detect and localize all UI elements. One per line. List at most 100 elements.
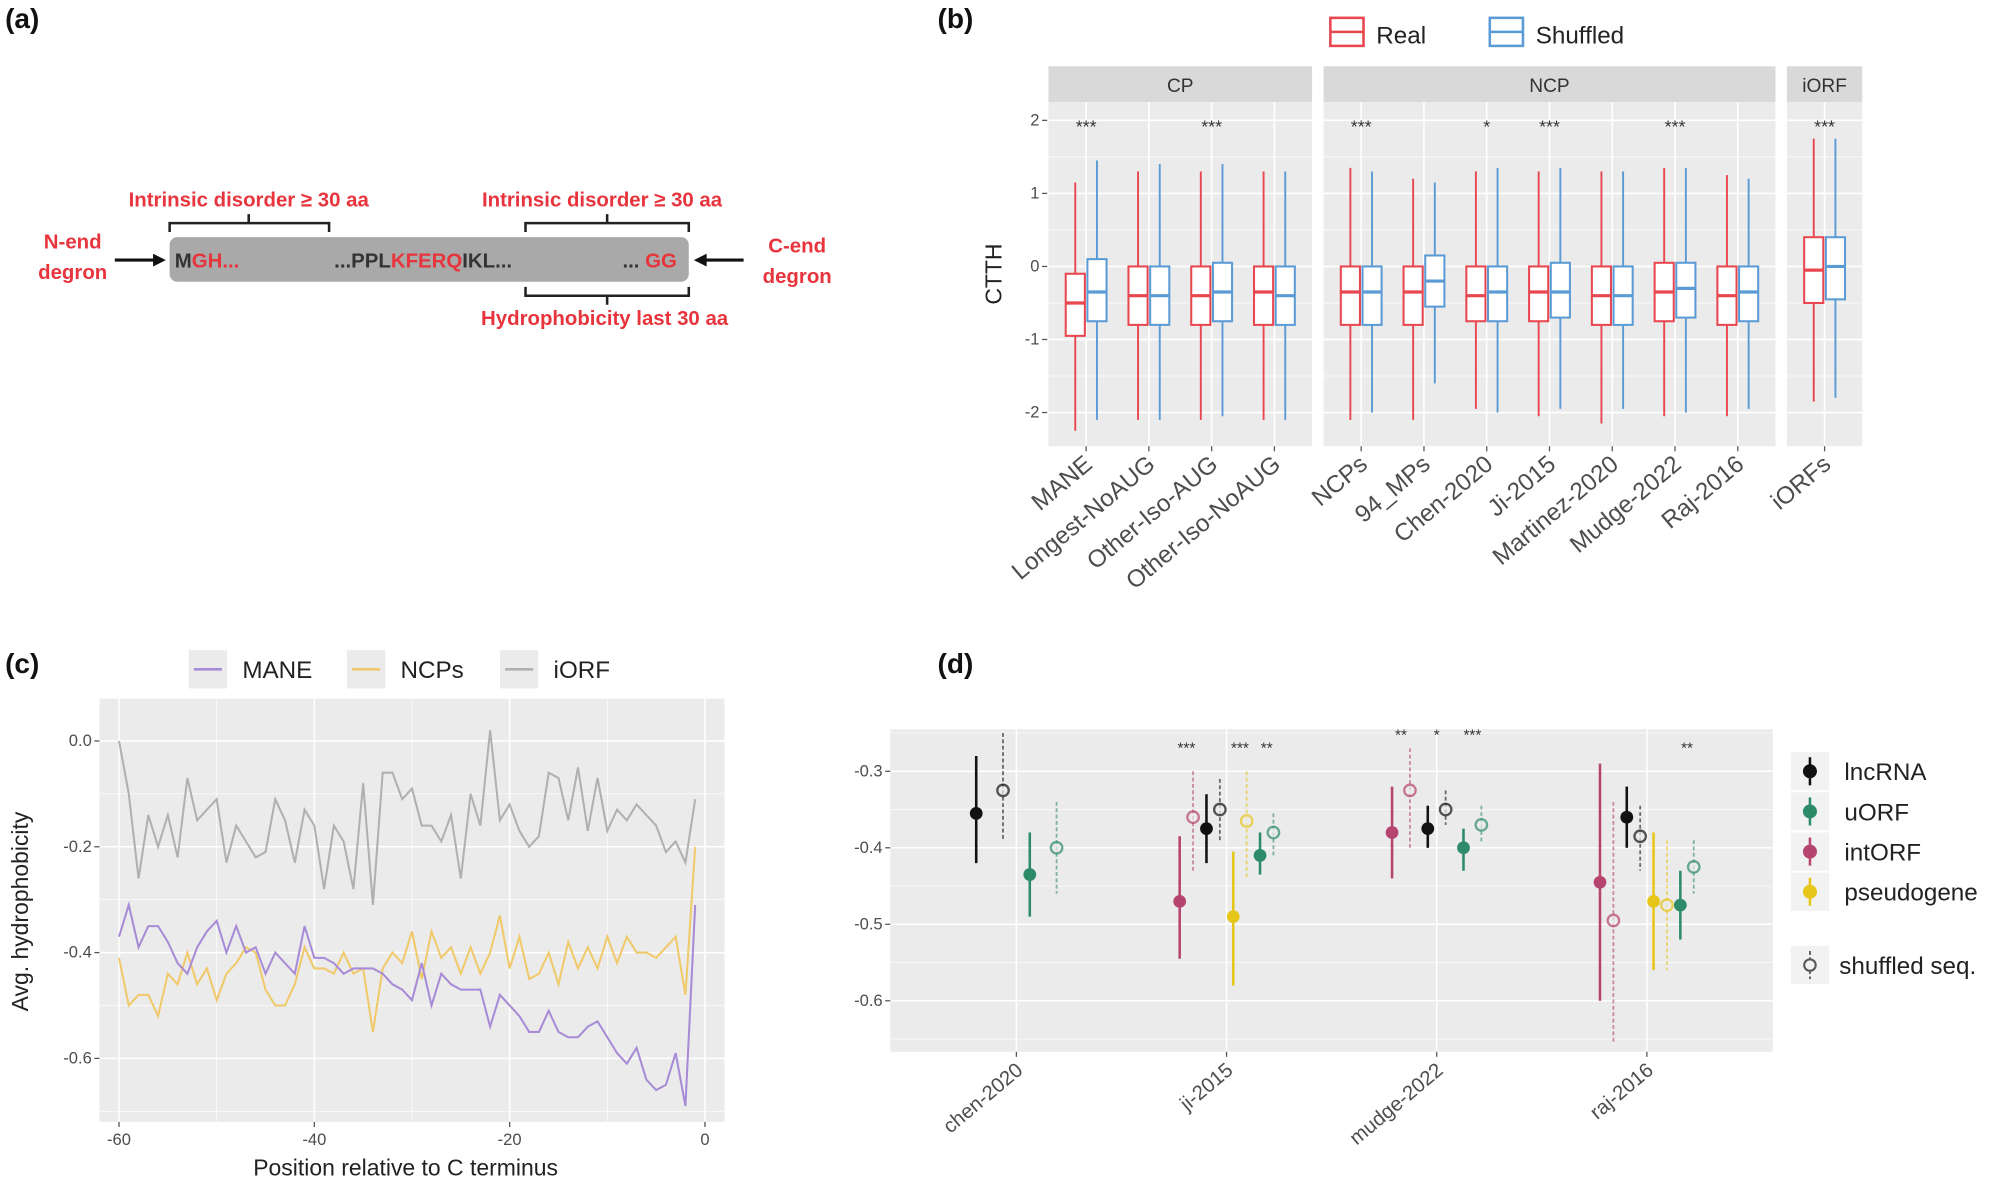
y-tick-label: -0.3 xyxy=(854,761,883,780)
x-tick-label: chen-2020 xyxy=(939,1059,1027,1138)
panel-label-a: (a) xyxy=(5,3,39,34)
point-intorf xyxy=(1173,894,1187,908)
point-pseudogene xyxy=(1226,910,1240,924)
x-tick-label: -60 xyxy=(107,1130,131,1149)
point-uorf xyxy=(1457,841,1470,855)
point-shuffled-uorf xyxy=(1686,860,1701,874)
facet-strip xyxy=(1323,66,1776,102)
point-shuffled-lncrna xyxy=(996,783,1010,798)
point-shuffled-lncrna xyxy=(1212,802,1227,817)
x-tick-label: ji-2015 xyxy=(1176,1059,1238,1116)
box-real xyxy=(1252,265,1275,326)
line-iorf xyxy=(118,730,697,906)
y-tick-label: -2 xyxy=(1025,403,1040,422)
point-lncrna xyxy=(1620,810,1634,824)
x-tick-label: mudge-2022 xyxy=(1346,1059,1448,1149)
point-lncrna xyxy=(1421,822,1435,836)
legend-label: uORF xyxy=(1844,799,1909,826)
significance-label: *** xyxy=(1076,117,1097,137)
point-shuffled-lncrna xyxy=(1438,802,1453,817)
point-pseudogene xyxy=(1647,894,1660,908)
panel-b-boxplot: Real ShuffledCTTH-2-1012CP***MANELongest-… xyxy=(980,16,1863,595)
box-shuffled xyxy=(1361,265,1383,326)
y-tick-label: -1 xyxy=(1025,330,1040,349)
c-end-label-1: C-end xyxy=(768,235,826,257)
x-tick-label: iORFs xyxy=(1766,451,1836,516)
box-shuffled xyxy=(1824,236,1847,301)
significance-label: ** xyxy=(1681,740,1693,757)
legend-label: MANE xyxy=(242,657,312,684)
box-real xyxy=(1465,265,1487,323)
significance-label: *** xyxy=(1539,117,1560,137)
label-top-right: Intrinsic disorder ≥ 30 aa xyxy=(482,190,723,212)
c-end-label-2: degron xyxy=(763,266,832,288)
legend-key-pseudogene xyxy=(1802,884,1817,899)
facet-strip-label: CP xyxy=(1167,76,1194,97)
significance-label: *** xyxy=(1814,117,1835,137)
point-shuffled-pseudogene xyxy=(1239,814,1254,828)
panel-label-b: (b) xyxy=(938,3,974,34)
box-real xyxy=(1528,265,1550,323)
legend-label: intORF xyxy=(1844,840,1921,867)
panel-label-c: (c) xyxy=(5,648,39,679)
n-end-label-1: N-end xyxy=(44,232,102,254)
y-tick-label: 2 xyxy=(1030,110,1039,129)
panel-c-lineplot: MANE NCPs iORF 0.0 -0.2 -0.4 -0.6 -60 -40 -20 0 Pos… xyxy=(7,650,725,1180)
n-end-label-2: degron xyxy=(38,262,107,284)
point-lncrna xyxy=(969,806,983,820)
y-tick-label: -0.5 xyxy=(854,914,883,933)
facet-strip-label: NCP xyxy=(1529,76,1569,97)
point-lncrna xyxy=(1200,822,1213,836)
x-tick-label: raj-2016 xyxy=(1586,1059,1657,1124)
significance-label: *** xyxy=(1201,117,1222,137)
box-shuffled xyxy=(1738,265,1760,323)
y-axis-title: Avg. hydrophobicity xyxy=(7,811,33,1011)
legend-key-intorf xyxy=(1802,844,1817,859)
legend-label: Shuffled xyxy=(1536,22,1624,49)
bracket-bottom-right xyxy=(524,286,691,305)
significance-label: ** xyxy=(1395,728,1407,745)
point-uorf xyxy=(1023,868,1037,881)
bracket-top-left xyxy=(168,214,331,233)
significance-label: *** xyxy=(1351,117,1372,137)
point-shuffled-pseudogene xyxy=(1660,898,1674,913)
legend-key-shuffled xyxy=(1803,958,1817,972)
label-top-left: Intrinsic disorder ≥ 30 aa xyxy=(129,190,370,212)
legend-key-lncrna xyxy=(1802,764,1817,779)
facet-strip xyxy=(1048,66,1313,102)
legend-label: shuffled seq. xyxy=(1839,953,1976,980)
point-shuffled-intorf xyxy=(1606,913,1621,928)
box-shuffled xyxy=(1486,265,1509,323)
legend-label: Real xyxy=(1376,22,1426,49)
protein-bar xyxy=(169,237,689,282)
panel-a-diagram: Intrinsic disorder ≥ 30 aa Intrinsic dis… xyxy=(38,190,832,331)
plot-bg xyxy=(890,729,1773,1052)
point-uorf xyxy=(1673,898,1687,912)
significance-label: *** xyxy=(1665,117,1686,137)
y-tick-label: 1 xyxy=(1030,184,1039,203)
significance-label: * xyxy=(1483,117,1490,137)
y-tick-label: 0.0 xyxy=(69,731,92,750)
sequence-n-term: MGH... xyxy=(175,251,240,273)
x-tick-label: 0 xyxy=(700,1130,709,1149)
panel-label-d: (d) xyxy=(938,648,974,679)
point-uorf xyxy=(1253,849,1267,862)
significance-label: *** xyxy=(1463,728,1481,745)
y-tick-label: -0.4 xyxy=(854,838,883,857)
bracket-top-right xyxy=(524,214,691,233)
box-shuffled xyxy=(1086,258,1108,323)
point-shuffled-intorf xyxy=(1403,783,1417,798)
line-ncps xyxy=(118,846,697,1033)
point-shuffled-intorf xyxy=(1186,810,1200,825)
sequence-c-term: ... GG xyxy=(622,251,676,273)
box-real xyxy=(1339,265,1361,326)
y-tick-label: -0.6 xyxy=(63,1048,92,1067)
x-axis-title: Position relative to C terminus xyxy=(253,1154,558,1180)
n-end-arrowhead-icon xyxy=(153,253,166,267)
facet-strip xyxy=(1786,66,1863,102)
legend-label: lncRNA xyxy=(1844,759,1927,786)
legend-key-uorf xyxy=(1802,804,1817,819)
significance-label: * xyxy=(1434,728,1440,745)
box-shuffled xyxy=(1549,261,1571,319)
